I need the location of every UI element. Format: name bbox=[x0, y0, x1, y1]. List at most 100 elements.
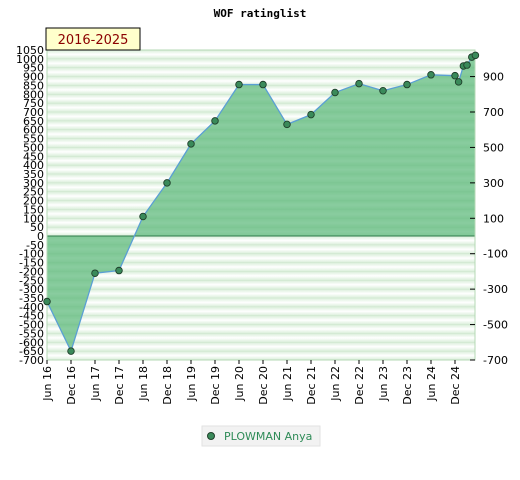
y-tick-label-left: -650 bbox=[19, 345, 44, 358]
data-point bbox=[187, 140, 195, 148]
x-tick-label: Jun 21 bbox=[281, 366, 294, 402]
y-tick-label-left: -150 bbox=[19, 257, 44, 270]
y-tick-label-left: -550 bbox=[19, 327, 44, 340]
background-band bbox=[47, 333, 475, 343]
x-tick-label: Jun 23 bbox=[377, 366, 390, 402]
plot-border bbox=[46, 49, 476, 361]
data-point bbox=[307, 110, 315, 119]
x-tick-label: Dec 16 bbox=[65, 366, 78, 405]
background-band bbox=[47, 298, 475, 307]
y-tick-label-left: 600 bbox=[23, 124, 44, 137]
data-point bbox=[283, 120, 291, 129]
data-point bbox=[379, 86, 387, 95]
y-tick-label-left: -100 bbox=[19, 248, 44, 261]
data-point bbox=[427, 71, 435, 79]
x-tick-label: Dec 19 bbox=[209, 366, 222, 405]
y-tick-label-left: -300 bbox=[19, 283, 44, 296]
data-point bbox=[43, 297, 51, 306]
background-band bbox=[47, 271, 475, 281]
x-tick-label: Jun 16 bbox=[41, 366, 54, 402]
y-tick-label-left: -500 bbox=[19, 319, 44, 332]
data-point bbox=[471, 51, 480, 60]
data-point bbox=[451, 71, 459, 80]
y-tick-label-left: 150 bbox=[23, 203, 44, 216]
data-point bbox=[67, 347, 75, 355]
background-band bbox=[47, 262, 475, 272]
background-band bbox=[47, 289, 475, 298]
data-point bbox=[211, 117, 219, 125]
data-point bbox=[163, 179, 171, 187]
background-band bbox=[47, 342, 475, 352]
y-tick-label-left: -450 bbox=[19, 310, 44, 323]
background-band bbox=[47, 236, 475, 245]
y-tick-label-left: 700 bbox=[23, 106, 44, 119]
background-band bbox=[47, 315, 475, 325]
x-tick-label: Jun 24 bbox=[425, 366, 438, 402]
period-badge-box bbox=[45, 27, 141, 51]
y-tick-label-left: 300 bbox=[23, 177, 44, 190]
y-tick-label-left: 50 bbox=[30, 221, 44, 234]
data-point bbox=[454, 78, 463, 86]
y-tick-label-left: 100 bbox=[23, 212, 44, 225]
y-tick-label-left: 1050 bbox=[16, 44, 44, 57]
x-axis: Jun 16 Dec 16 Jun 17 Dec 17 Jun 18 Dec 18 Jun … bbox=[41, 360, 462, 405]
x-tick-label: Dec 17 bbox=[113, 366, 126, 405]
y-tick-label-left: -250 bbox=[19, 274, 44, 287]
period-badge-text: 2016-2025 bbox=[58, 33, 129, 48]
x-tick-label: Dec 20 bbox=[257, 366, 270, 405]
data-point bbox=[139, 212, 147, 221]
x-tick-label: Dec 24 bbox=[449, 366, 462, 405]
y-tick-label-left: 550 bbox=[23, 133, 44, 146]
data-point bbox=[403, 80, 411, 89]
x-tick-label: Jun 20 bbox=[233, 366, 246, 402]
x-tick-label: Dec 21 bbox=[305, 366, 318, 405]
data-point bbox=[355, 79, 363, 88]
series-area-fill bbox=[47, 55, 475, 352]
background-band bbox=[47, 306, 475, 316]
y-tick-label-left: -400 bbox=[19, 301, 44, 314]
y-tick-label-right: -100 bbox=[483, 248, 508, 261]
background-band bbox=[47, 50, 475, 59]
y-tick-label-left: 1000 bbox=[16, 53, 44, 66]
x-tick-label: Jun 18 bbox=[137, 366, 150, 402]
chart-title: WOF ratinglist bbox=[214, 7, 307, 20]
y-tick-label-left: -700 bbox=[19, 354, 44, 367]
period-badge: 2016-2025 bbox=[45, 27, 141, 51]
data-point bbox=[331, 88, 339, 97]
y-tick-label-left: 850 bbox=[23, 79, 44, 92]
background-band bbox=[47, 324, 475, 334]
y-tick-label-right: -700 bbox=[483, 354, 508, 367]
y-tick-label-right: 500 bbox=[483, 141, 504, 154]
data-point bbox=[235, 80, 243, 89]
data-point bbox=[463, 61, 471, 69]
background-band bbox=[47, 76, 475, 86]
y-tick-label-left: 900 bbox=[23, 71, 44, 84]
y-tick-label-right: 100 bbox=[483, 212, 504, 225]
y-tick-label-left: -350 bbox=[19, 292, 44, 305]
legend-marker-icon bbox=[207, 432, 215, 440]
y-tick-label-left: 400 bbox=[23, 159, 44, 172]
y-tick-label-left: 200 bbox=[23, 195, 44, 208]
series-markers bbox=[43, 51, 480, 355]
legend: PLOWMAN Anya bbox=[201, 425, 321, 447]
y-tick-label-left: 500 bbox=[23, 141, 44, 154]
x-tick-label: Jun 17 bbox=[89, 366, 102, 402]
legend-box bbox=[201, 425, 321, 447]
x-tick-label: Jun 22 bbox=[329, 366, 342, 402]
background-band bbox=[47, 67, 475, 77]
y-tick-label-right: -500 bbox=[483, 319, 508, 332]
data-point bbox=[91, 269, 99, 277]
x-tick-label: Dec 18 bbox=[161, 366, 174, 405]
y-axis-right: -700 -500 -300 -100 100 300 500 700 900 bbox=[470, 71, 508, 367]
y-tick-label-right: -300 bbox=[483, 283, 508, 296]
y-tick-label-left: 350 bbox=[23, 168, 44, 181]
y-tick-label-left: 0 bbox=[37, 230, 44, 243]
x-tick-label: Jun 19 bbox=[185, 366, 198, 402]
legend-entry-label: PLOWMAN Anya bbox=[224, 430, 312, 443]
x-tick-label: Dec 23 bbox=[401, 366, 414, 405]
background-band bbox=[47, 244, 475, 254]
background-band bbox=[47, 280, 475, 290]
y-axis-left: -700-650-600-550-500-450-400-350-300-250… bbox=[16, 44, 44, 367]
background-band bbox=[47, 58, 475, 68]
